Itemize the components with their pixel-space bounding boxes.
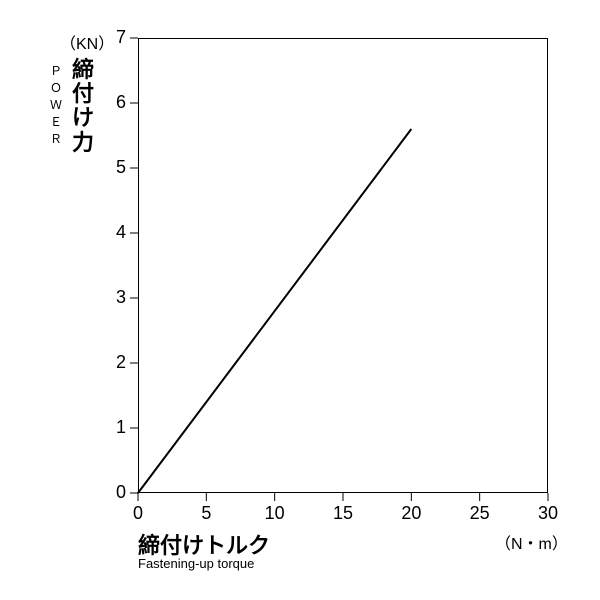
x-tick-label: 30: [528, 503, 568, 524]
x-tick-label: 0: [118, 503, 158, 524]
x-axis-unit: （N・m）: [495, 530, 568, 554]
y-tick-label: 4: [96, 222, 126, 243]
y-tick-label: 6: [96, 92, 126, 113]
chart-svg: [0, 0, 600, 600]
x-tick-label: 25: [460, 503, 500, 524]
x-tick-label: 10: [255, 503, 295, 524]
y-tick-label: 5: [96, 157, 126, 178]
x-axis-label-en: Fastening-up torque: [138, 556, 254, 571]
x-tick-label: 5: [186, 503, 226, 524]
y-tick-label: 1: [96, 417, 126, 438]
x-tick-label: 20: [391, 503, 431, 524]
y-tick-label: 0: [96, 482, 126, 503]
y-tick-label: 3: [96, 287, 126, 308]
x-tick-label: 15: [323, 503, 363, 524]
y-tick-label: 2: [96, 352, 126, 373]
y-tick-label: 7: [96, 27, 126, 48]
chart-container: （KN） ＰＯＷＥＲ 締付け力 締付けトルク （N・m） Fastening-u…: [0, 0, 600, 600]
